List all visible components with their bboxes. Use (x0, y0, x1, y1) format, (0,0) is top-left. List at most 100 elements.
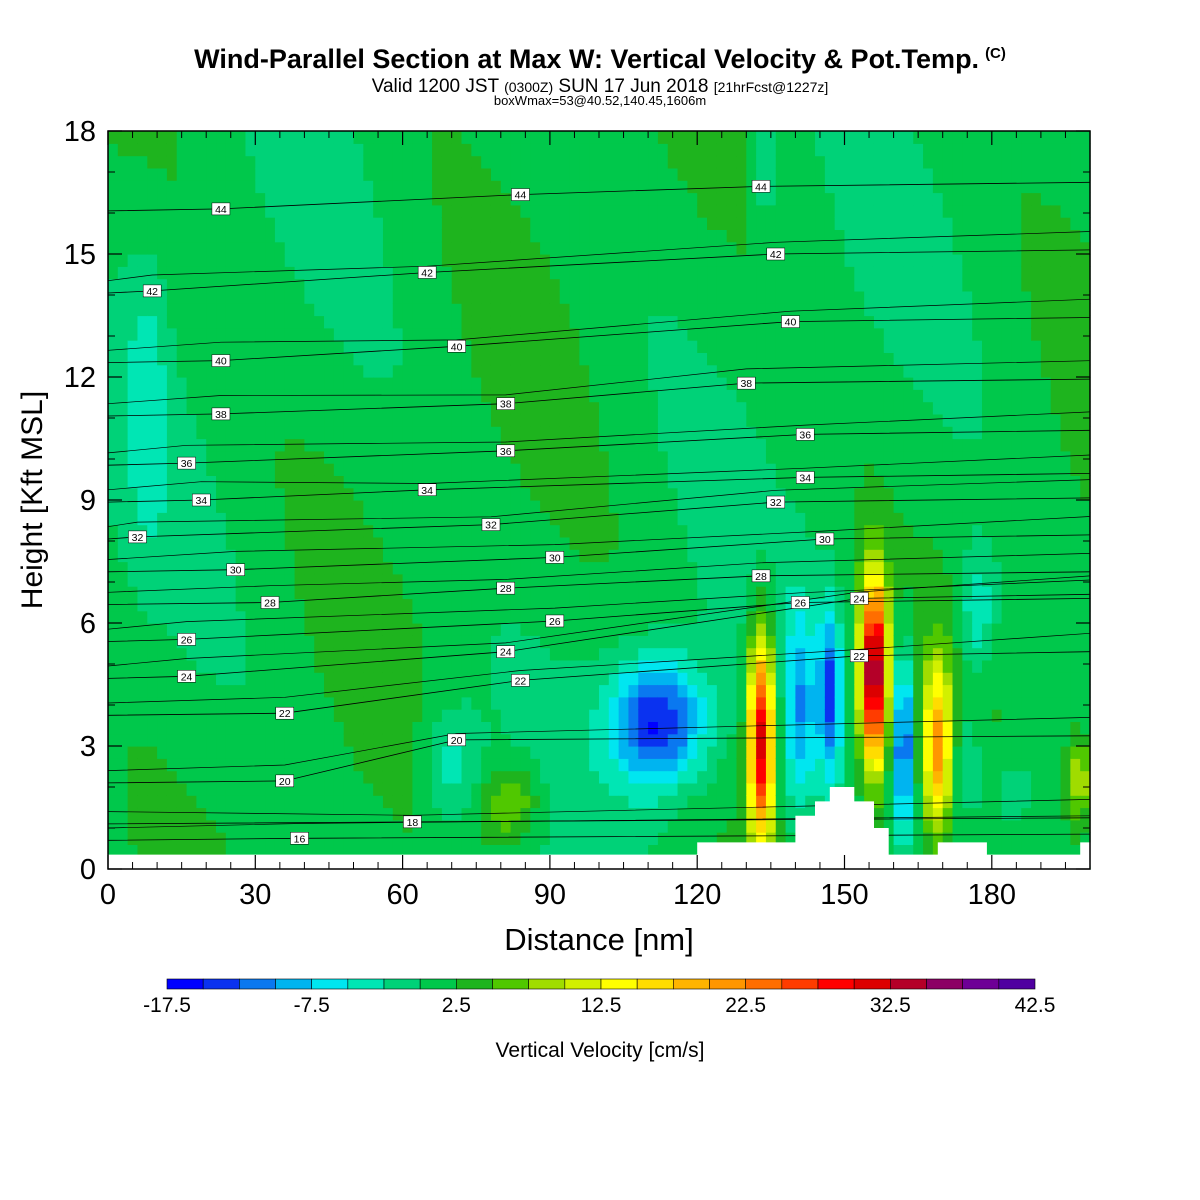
field-cell (608, 389, 620, 403)
field-cell (883, 204, 895, 218)
field-cell (481, 155, 492, 169)
field-cell (510, 758, 522, 772)
field-cell (648, 241, 659, 255)
field-cell (795, 204, 806, 218)
field-cell (216, 155, 227, 169)
field-cell (599, 684, 610, 698)
field-cell (599, 758, 610, 772)
field-cell (540, 303, 551, 317)
field-cell (304, 782, 315, 796)
field-cell (785, 586, 796, 599)
field-cell (196, 167, 207, 181)
field-cell (137, 647, 148, 661)
field-cell (540, 586, 551, 599)
field-cell (481, 278, 492, 292)
field-cell (304, 795, 315, 809)
field-cell (147, 549, 158, 563)
field-cell (235, 746, 247, 759)
field-cell (569, 746, 580, 759)
field-cell (667, 610, 679, 624)
field-cell (844, 254, 855, 267)
field-cell (324, 721, 335, 735)
field-cell (216, 598, 227, 612)
field-cell (736, 561, 747, 575)
field-cell (373, 500, 384, 513)
field-cell (176, 143, 188, 157)
field-cell (785, 807, 796, 821)
field-cell (569, 659, 580, 673)
field-cell (913, 586, 924, 599)
field-cell (432, 475, 443, 489)
field-cell (903, 832, 914, 845)
field-cell (402, 180, 414, 194)
field-cell (618, 487, 630, 501)
field-cell (402, 659, 414, 673)
field-cell (726, 782, 738, 796)
field-cell (196, 709, 207, 722)
field-cell (756, 217, 767, 230)
field-cell (363, 167, 374, 181)
field-cell (500, 770, 512, 784)
field-cell (166, 217, 178, 230)
field-cell (166, 512, 178, 526)
field-cell (166, 401, 178, 415)
field-cell (461, 426, 472, 440)
field-cell (274, 364, 286, 378)
field-cell (873, 266, 885, 280)
field-cell (432, 758, 443, 772)
field-cell (687, 229, 698, 243)
field-cell (520, 819, 531, 833)
field-cell (775, 254, 787, 267)
field-cell (873, 500, 885, 513)
field-cell (854, 327, 865, 341)
field-cell (441, 217, 453, 230)
field-cell (824, 475, 836, 489)
field-cell (186, 180, 197, 194)
field-cell (333, 204, 345, 218)
field-cell (206, 364, 217, 378)
field-cell (638, 782, 649, 796)
field-cell (461, 167, 472, 181)
field-cell (657, 635, 669, 649)
field-cell (559, 524, 571, 538)
field-cell (834, 623, 846, 636)
field-cell (363, 807, 374, 821)
field-cell (176, 413, 188, 427)
field-cell (255, 229, 266, 243)
field-cell (707, 696, 718, 710)
field-cell (196, 635, 207, 649)
field-cell (775, 770, 787, 784)
field-cell (392, 807, 404, 821)
field-cell (147, 413, 158, 427)
field-cell (765, 155, 777, 169)
field-cell (422, 709, 433, 722)
field-cell (765, 524, 777, 538)
field-cell (343, 684, 355, 698)
field-cell (461, 524, 472, 538)
field-cell (284, 487, 296, 501)
field-cell (667, 500, 679, 513)
field-cell (265, 290, 276, 304)
field-cell (412, 709, 423, 722)
field-cell (324, 303, 335, 317)
field-cell (873, 659, 885, 673)
field-cell (618, 500, 630, 513)
field-cell (599, 315, 610, 329)
field-cell (137, 266, 148, 280)
field-cell (559, 266, 571, 280)
field-cell (196, 819, 207, 833)
field-cell (638, 241, 649, 255)
field-cell (697, 364, 708, 378)
field-cell (579, 364, 590, 378)
field-cell (225, 180, 237, 194)
field-cell (893, 167, 905, 181)
field-cell (530, 709, 541, 722)
field-cell (157, 217, 168, 230)
field-cell (117, 487, 129, 501)
field-cell (206, 315, 217, 329)
field-cell (726, 475, 738, 489)
field-cell (775, 659, 787, 673)
field-cell (481, 340, 492, 353)
field-cell (245, 180, 256, 194)
field-cell (471, 241, 482, 255)
